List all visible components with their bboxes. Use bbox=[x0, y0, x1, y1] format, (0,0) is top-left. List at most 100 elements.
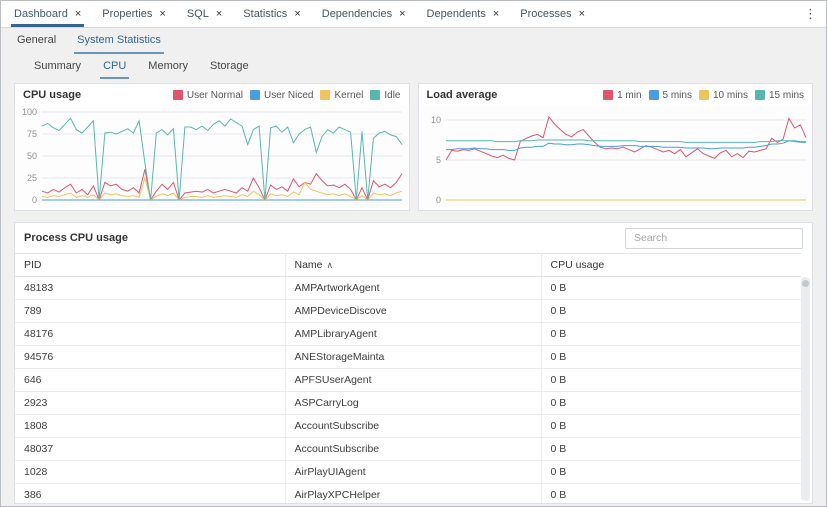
main-tab-label: Statistics bbox=[243, 8, 288, 20]
process-cpu-usage-panel: Process CPU usage PID Name∧ CPU usage 4818… bbox=[14, 222, 813, 504]
svg-text:5: 5 bbox=[435, 155, 440, 165]
legend-swatch-icon bbox=[172, 90, 183, 100]
tab-summary[interactable]: Summary bbox=[34, 59, 82, 72]
main-tabs: Dashboard × Properties × SQL × Statistics × Depe… bbox=[11, 1, 603, 27]
table-row[interactable]: 48176 AMPLibraryAgent 0 B bbox=[15, 322, 801, 346]
column-header-name[interactable]: Name ∧ bbox=[285, 253, 542, 277]
cell-name: AMPArtworkAgent bbox=[285, 276, 542, 300]
main-tab-label: Processes bbox=[520, 8, 572, 20]
close-tab-icon[interactable]: × bbox=[74, 7, 82, 20]
main-tab-properties[interactable]: Properties × bbox=[99, 1, 169, 27]
svg-text:100: 100 bbox=[22, 107, 37, 117]
cell-name: APFSUserAgent bbox=[285, 368, 542, 392]
table-row[interactable]: 386 AirPlayXPCHelper 0 B bbox=[15, 483, 801, 503]
tab-general[interactable]: General bbox=[17, 34, 57, 46]
series-15-mins bbox=[445, 139, 806, 143]
close-tab-icon[interactable]: × bbox=[399, 7, 406, 20]
main-tab-dependencies[interactable]: Dependencies × bbox=[319, 1, 409, 27]
cpu-usage-title: CPU usage bbox=[23, 89, 82, 101]
load-average-title: Load average bbox=[426, 89, 498, 101]
close-tab-icon[interactable]: × bbox=[215, 7, 223, 20]
cell-cpu: 0 B bbox=[541, 391, 801, 415]
table-row[interactable]: 1808 AccountSubscribe 0 B bbox=[15, 414, 801, 438]
series-5-mins bbox=[445, 140, 806, 151]
load-average-panel: Load average 1 min 5 mins 10 mins 15 mins 0… bbox=[417, 83, 813, 211]
load-average-chart: 0 5 10 bbox=[430, 115, 806, 205]
main-tab-label: SQL bbox=[186, 8, 209, 20]
cell-cpu: 0 B bbox=[541, 483, 801, 503]
close-tab-icon[interactable]: × bbox=[294, 7, 301, 20]
column-header-pid[interactable]: PID bbox=[15, 253, 286, 277]
tab-memory[interactable]: Memory bbox=[148, 59, 189, 72]
table-row[interactable]: 48037 AccountSubscribe 0 B bbox=[15, 437, 801, 461]
kebab-menu-icon[interactable]: ⋮ bbox=[804, 6, 817, 21]
cell-pid: 1028 bbox=[15, 460, 286, 484]
table-row[interactable]: 646 APFSUserAgent 0 B bbox=[15, 368, 801, 392]
main-tab-sql[interactable]: SQL × bbox=[184, 1, 225, 27]
process-table-head: PID Name ∧ CPU usage bbox=[15, 253, 801, 277]
tab-cpu[interactable]: CPU bbox=[100, 54, 130, 79]
load-average-chart-area: 0 5 10 bbox=[418, 105, 812, 210]
search-input[interactable] bbox=[625, 227, 803, 249]
cell-pid: 94576 bbox=[15, 345, 286, 369]
series-kernel bbox=[41, 176, 403, 201]
legend-item-15-mins: 15 mins bbox=[754, 89, 804, 101]
cpu-usage-panel-header: CPU usage User Normal User Niced Kernel Idl… bbox=[15, 84, 409, 105]
legend-label: 15 mins bbox=[768, 89, 804, 101]
cell-cpu: 0 B bbox=[541, 437, 801, 461]
sort-ascending-icon: ∧ bbox=[326, 260, 334, 270]
legend-item-idle: Idle bbox=[370, 89, 401, 101]
legend-swatch-icon bbox=[648, 90, 659, 100]
legend-label: Kernel bbox=[334, 89, 364, 101]
main-tab-dependents[interactable]: Dependents × bbox=[424, 1, 503, 27]
legend-item-user-normal: User Normal bbox=[172, 90, 243, 101]
legend-item-kernel: Kernel bbox=[320, 90, 363, 101]
cell-cpu: 0 B bbox=[541, 322, 801, 346]
cell-cpu: 0 B bbox=[541, 368, 801, 392]
cell-pid: 2923 bbox=[15, 391, 286, 415]
main-tab-bar: Dashboard × Properties × SQL × Statistics × Depe… bbox=[1, 1, 826, 28]
system-statistics-tab-bar: Summary CPU Memory Storage bbox=[14, 54, 813, 79]
table-scrollbar[interactable] bbox=[801, 277, 810, 501]
series-user-normal bbox=[41, 169, 403, 202]
legend-swatch-icon bbox=[698, 90, 709, 100]
tab-storage[interactable]: Storage bbox=[210, 59, 249, 72]
legend-item-user-niced: User Niced bbox=[250, 90, 313, 101]
main-tab-label: Dashboard bbox=[14, 8, 68, 20]
tab-system-statistics[interactable]: System Statistics bbox=[74, 28, 164, 54]
cell-pid: 48037 bbox=[15, 437, 286, 461]
table-row[interactable]: 1028 AirPlayUIAgent 0 B bbox=[15, 460, 801, 484]
cell-pid: 48176 bbox=[15, 322, 286, 346]
main-tab-dashboard[interactable]: Dashboard × bbox=[11, 1, 85, 27]
table-row[interactable]: 48183 AMPArtworkAgent 0 B bbox=[15, 276, 801, 300]
main-tab-processes[interactable]: Processes × bbox=[517, 1, 588, 27]
close-tab-icon[interactable]: × bbox=[159, 7, 166, 20]
main-tab-label: Properties bbox=[102, 8, 153, 20]
process-cpu-usage-title: Process CPU usage bbox=[24, 232, 128, 244]
legend-label: 10 mins bbox=[712, 89, 748, 101]
table-row[interactable]: 789 AMPDeviceDiscove 0 B bbox=[15, 299, 801, 323]
legend-swatch-icon bbox=[250, 90, 260, 100]
cell-pid: 48183 bbox=[15, 276, 286, 300]
legend-label: User Niced bbox=[264, 89, 314, 101]
column-header-cpu-usage[interactable]: CPU usage bbox=[541, 253, 801, 277]
table-row[interactable]: 94576 ANEStorageMainta 0 B bbox=[15, 345, 801, 369]
close-tab-icon[interactable]: × bbox=[578, 7, 586, 20]
svg-text:0: 0 bbox=[32, 195, 37, 205]
legend-label: Idle bbox=[384, 89, 401, 101]
svg-text:25: 25 bbox=[27, 173, 37, 183]
main-tab-label: Dependents bbox=[426, 8, 486, 20]
legend-item-1-min: 1 min bbox=[603, 90, 642, 101]
close-tab-icon[interactable]: × bbox=[492, 7, 500, 20]
table-scrollbar-thumb[interactable] bbox=[802, 280, 809, 287]
load-average-panel-header: Load average 1 min 5 mins 10 mins 15 mins bbox=[419, 84, 813, 105]
cell-pid: 1808 bbox=[15, 414, 286, 438]
svg-text:0: 0 bbox=[435, 195, 440, 205]
series-idle bbox=[41, 117, 403, 201]
svg-text:50: 50 bbox=[27, 151, 37, 161]
legend-swatch-icon bbox=[370, 90, 381, 100]
legend-item-5-mins: 5 mins bbox=[648, 90, 692, 101]
main-tab-statistics[interactable]: Statistics × bbox=[240, 1, 303, 27]
cell-pid: 646 bbox=[15, 368, 286, 392]
table-row[interactable]: 2923 ASPCarryLog 0 B bbox=[15, 391, 801, 415]
